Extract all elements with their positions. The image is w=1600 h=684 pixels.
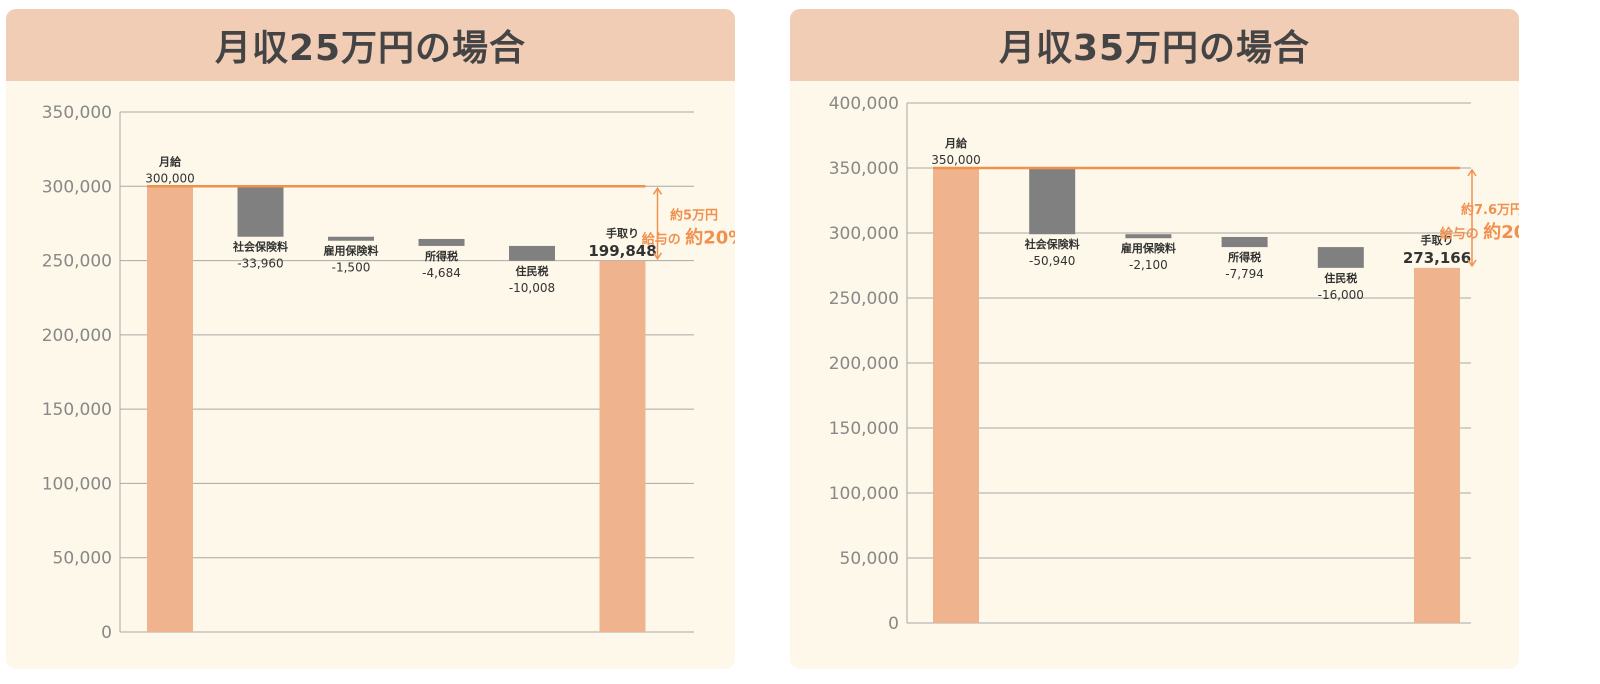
bar-label: 手取り <box>606 226 639 240</box>
chart-title: 月収25万円の場合 <box>6 9 735 81</box>
data-label: -10,008 <box>509 281 555 295</box>
bar-salary <box>147 186 193 633</box>
difference-label: 約7.6万円 <box>1461 202 1519 218</box>
y-tick-label: 100,000 <box>829 484 899 504</box>
y-tick-label: 50,000 <box>840 549 899 569</box>
y-tick-label: 250,000 <box>42 252 112 272</box>
data-label: -1,500 <box>332 261 371 275</box>
bar-label: 所得税 <box>1228 250 1261 264</box>
data-label: -16,000 <box>1318 288 1364 302</box>
y-tick-label: 150,000 <box>42 400 112 420</box>
data-label: -7,794 <box>1225 267 1264 281</box>
data-label: -33,960 <box>237 257 283 271</box>
bar-deduction <box>1029 168 1076 235</box>
chart-title: 月収35万円の場合 <box>790 9 1519 81</box>
bar-label: 雇用保険料 <box>1121 241 1176 255</box>
bar-deduction <box>328 236 374 241</box>
bar-deduction <box>418 238 465 246</box>
y-tick-label: 300,000 <box>42 177 112 197</box>
chart-panel-25man: 月収25万円の場合 350,000 300,000 250,000 200,000 15… <box>6 9 735 669</box>
data-label: -50,940 <box>1029 254 1075 268</box>
bar-label: 社会保険料 <box>232 240 288 254</box>
bar-label: 手取り <box>1421 233 1454 247</box>
arrow-head-top <box>652 186 663 195</box>
difference-label: 約5万円 <box>670 208 718 224</box>
y-tick-label: 150,000 <box>829 419 899 439</box>
y-tick-label: 350,000 <box>829 159 899 179</box>
chart-panel-35man: 月収35万円の場合 400,000 350,000 300,000 250,000 20… <box>790 9 1519 669</box>
data-label: 300,000 <box>145 171 195 185</box>
waterfall-chart-35man: 400,000 350,000 300,000 250,000 200,000 150,0… <box>829 94 1519 634</box>
bar-label: 月給 <box>944 136 968 150</box>
arrow-head-bottom <box>652 252 663 261</box>
ratio-label: 給与の 約20% <box>642 227 735 249</box>
arrow-head-top <box>1467 168 1477 177</box>
y-tick-label: 100,000 <box>42 474 112 494</box>
bar-salary <box>933 168 979 623</box>
y-tick-label: 0 <box>888 614 899 634</box>
y-tick-label: 0 <box>101 623 112 643</box>
y-tick-label: 300,000 <box>829 224 899 244</box>
bar-label: 月給 <box>158 154 182 168</box>
y-tick-label: 50,000 <box>53 549 112 569</box>
ratio-prefix: 給与の <box>1440 226 1484 242</box>
data-label: -4,684 <box>422 266 461 280</box>
bar-takehome <box>599 260 646 632</box>
bar-deduction <box>1317 247 1364 268</box>
y-tick-label: 200,000 <box>42 326 112 346</box>
data-label: 350,000 <box>931 153 981 167</box>
y-tick-label: 350,000 <box>42 103 112 123</box>
ratio-label: 給与の 約20% <box>1440 221 1519 243</box>
bar-label: 社会保険料 <box>1024 237 1080 251</box>
ratio-emphasis: 約20% <box>685 227 735 249</box>
bar-deduction <box>1221 236 1268 248</box>
y-tick-label: 200,000 <box>829 354 899 374</box>
bar-takehome <box>1414 267 1460 623</box>
bar-label: 住民税 <box>516 264 549 278</box>
data-label: -2,100 <box>1129 258 1168 272</box>
bar-label: 住民税 <box>1324 271 1357 285</box>
bar-deduction <box>509 245 555 261</box>
data-label: 273,166 <box>1403 249 1471 267</box>
bar-deduction <box>237 186 284 237</box>
y-tick-label: 400,000 <box>829 94 899 114</box>
bar-label: 所得税 <box>425 249 458 263</box>
ratio-emphasis: 約20% <box>1483 221 1519 243</box>
bar-label: 雇用保険料 <box>324 244 379 258</box>
y-tick-label: 250,000 <box>829 289 899 309</box>
waterfall-chart-25man: 350,000 300,000 250,000 200,000 150,000 100,0… <box>42 103 735 643</box>
arrow-head-bottom <box>1467 259 1477 268</box>
bar-deduction <box>1125 234 1172 239</box>
data-label: 199,848 <box>588 242 656 260</box>
ratio-prefix: 給与の <box>642 232 686 248</box>
